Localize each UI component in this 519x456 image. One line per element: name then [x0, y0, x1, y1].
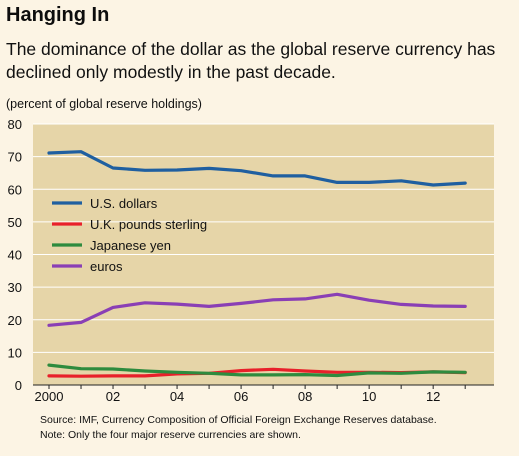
x-tick-label: 04	[170, 389, 184, 404]
x-tick-label: 2000	[35, 389, 64, 404]
y-tick-label: 80	[8, 117, 22, 132]
y-tick-label: 70	[8, 150, 22, 165]
y-tick-label: 40	[8, 248, 22, 263]
y-tick-label: 20	[8, 313, 22, 328]
legend-label: U.K. pounds sterling	[90, 217, 207, 232]
x-tick-label: 02	[106, 389, 120, 404]
x-tick-label: 10	[362, 389, 376, 404]
series-line	[47, 292, 467, 327]
series-line	[47, 363, 467, 378]
series-line	[47, 150, 467, 187]
y-tick-label: 0	[15, 378, 22, 393]
y-axis-unit-label: (percent of global reserve holdings)	[6, 97, 202, 111]
x-tick-label: 06	[234, 389, 248, 404]
x-tick-label: 12	[426, 389, 440, 404]
source-note: Source: IMF, Currency Composition of Off…	[40, 414, 437, 426]
y-tick-label: 60	[8, 182, 22, 197]
footnote: Note: Only the four major reserve curren…	[40, 429, 301, 441]
y-tick-label: 10	[8, 345, 22, 360]
legend-label: U.S. dollars	[90, 196, 158, 211]
x-tick-label: 08	[298, 389, 312, 404]
y-tick-label: 30	[8, 280, 22, 295]
legend-label: euros	[90, 259, 123, 274]
chart-subtitle: The dominance of the dollar as the globa…	[6, 39, 496, 82]
y-tick-label: 50	[8, 215, 22, 230]
legend-label: Japanese yen	[90, 238, 171, 253]
chart-title: Hanging In	[6, 4, 110, 26]
